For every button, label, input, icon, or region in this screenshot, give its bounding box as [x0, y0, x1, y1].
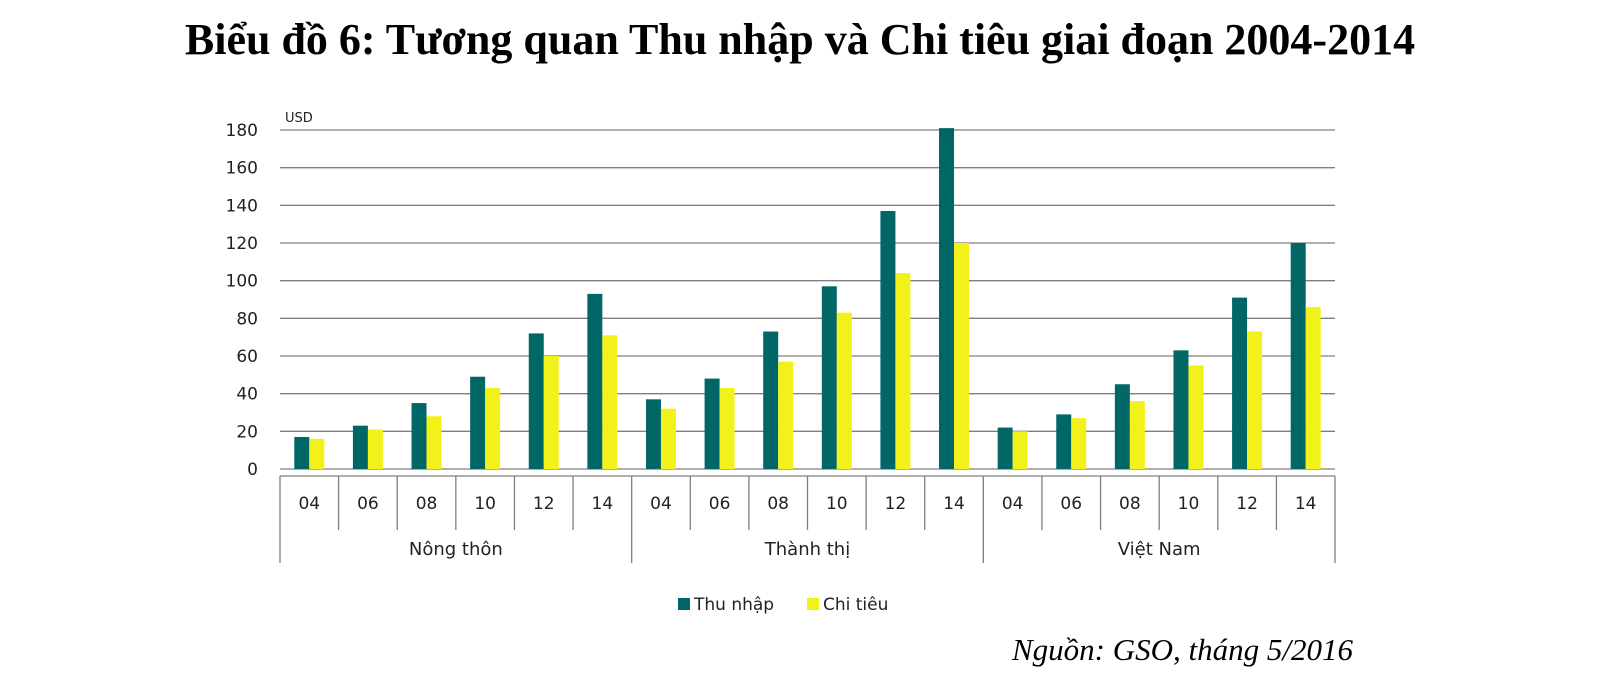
bar-chi-tieu — [954, 243, 970, 469]
y-tick-label: 60 — [236, 347, 258, 367]
x-tick-label: 06 — [357, 494, 379, 514]
bar-chi-tieu — [895, 273, 911, 469]
bar-thu-nhap — [352, 425, 368, 469]
bar-thu-nhap — [411, 403, 427, 469]
bar-thu-nhap — [587, 293, 603, 469]
y-tick-label: 120 — [226, 234, 258, 254]
bar-thu-nhap — [939, 128, 955, 469]
bar-thu-nhap — [470, 376, 486, 469]
source-note: Nguồn: GSO, tháng 5/2016 — [1012, 632, 1353, 667]
bar-thu-nhap — [821, 286, 837, 469]
y-tick-label: 100 — [226, 272, 258, 292]
x-tick-label: 14 — [943, 494, 965, 514]
bar-chi-tieu — [836, 312, 852, 469]
x-tick-label: 06 — [1060, 494, 1082, 514]
x-tick-label: 12 — [1236, 494, 1258, 514]
bar-chi-tieu — [309, 438, 325, 469]
bar-thu-nhap — [763, 331, 779, 469]
y-tick-label: 180 — [226, 121, 258, 141]
y-axis-unit: USD — [285, 111, 313, 126]
bar-thu-nhap — [645, 399, 661, 469]
y-axis-tick-labels: 0 20 40 60 80 100 120 140 160 180 — [226, 121, 258, 480]
bar-thu-nhap — [1114, 384, 1130, 469]
bar-chi-tieu — [1129, 401, 1145, 469]
bar-chi-tieu — [660, 408, 676, 469]
x-tick-label: 10 — [1178, 494, 1200, 514]
x-tick-label: 04 — [298, 494, 320, 514]
x-tick-label: 14 — [1295, 494, 1317, 514]
x-tick-label: 12 — [533, 494, 555, 514]
y-tick-label: 140 — [226, 196, 258, 216]
bar-thu-nhap — [704, 378, 720, 469]
y-tick-label: 80 — [236, 309, 258, 329]
bar-chi-tieu — [1012, 431, 1028, 469]
legend-swatch-income — [678, 598, 690, 610]
legend-label-spending: Chi tiêu — [823, 595, 888, 615]
x-tick-label: 08 — [416, 494, 438, 514]
bar-chi-tieu — [1247, 331, 1263, 469]
bar-chi-tieu — [485, 388, 501, 469]
bar-thu-nhap — [1173, 350, 1189, 469]
bar-thu-nhap — [1056, 414, 1072, 469]
group-label: Việt Nam — [1118, 539, 1201, 560]
bars — [294, 128, 1321, 469]
x-tick-label: 08 — [1119, 494, 1141, 514]
bar-chi-tieu — [367, 429, 383, 469]
x-tick-label: 10 — [826, 494, 848, 514]
bar-chi-tieu — [543, 356, 559, 469]
x-tick-label: 08 — [767, 494, 789, 514]
bar-chi-tieu — [778, 361, 794, 469]
y-tick-label: 0 — [247, 460, 258, 480]
legend-label-income: Thu nhập — [693, 595, 774, 615]
bar-thu-nhap — [880, 210, 896, 469]
x-tick-label: 04 — [650, 494, 672, 514]
x-tick-label: 04 — [1002, 494, 1024, 514]
y-tick-label: 160 — [226, 159, 258, 179]
bar-chi-tieu — [426, 416, 442, 469]
bar-thu-nhap — [997, 427, 1013, 469]
bar-thu-nhap — [528, 333, 544, 469]
bar-chi-tieu — [1071, 418, 1087, 469]
chart-title: Biểu đồ 6: Tương quan Thu nhập và Chi ti… — [184, 15, 1416, 64]
x-tick-label: 14 — [592, 494, 614, 514]
x-tick-label: 06 — [709, 494, 731, 514]
legend-swatch-spending — [807, 598, 819, 610]
category-axis: 04 06 08 10 12 14 04 06 08 10 12 14 04 06 08 10 12 14 Nông… — [279, 475, 1336, 563]
gridlines — [280, 129, 1335, 470]
group-label: Nông thôn — [409, 539, 503, 560]
x-tick-label: 10 — [474, 494, 496, 514]
bar-chi-tieu — [1188, 365, 1204, 469]
bar-chi-tieu — [719, 388, 735, 469]
bar-chi-tieu — [1305, 307, 1321, 469]
group-label: Thành thị — [764, 539, 850, 560]
legend: Thu nhập Chi tiêu — [678, 595, 888, 615]
x-tick-label: 12 — [885, 494, 907, 514]
y-tick-label: 40 — [236, 385, 258, 405]
bar-thu-nhap — [294, 436, 310, 469]
y-tick-label: 20 — [236, 422, 258, 442]
bar-chi-tieu — [602, 335, 618, 469]
bar-thu-nhap — [1232, 297, 1248, 469]
bar-thu-nhap — [1290, 243, 1306, 469]
